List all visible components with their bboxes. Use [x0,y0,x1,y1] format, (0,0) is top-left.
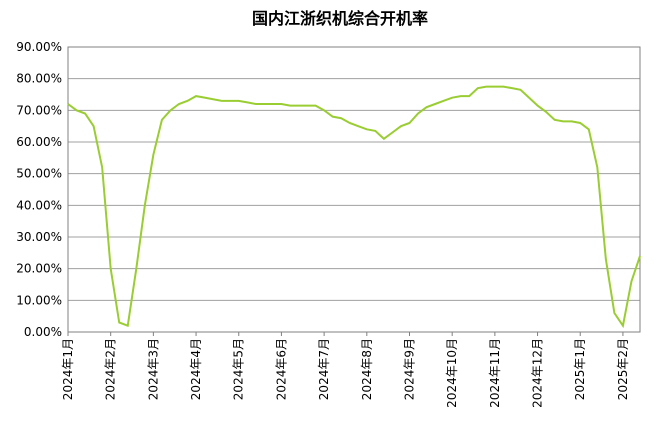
x-tick-label: 2024年4月 [189,338,203,400]
x-tick-label: 2024年9月 [402,338,416,400]
y-tick-label: 20.00% [16,262,62,276]
y-tick-label: 30.00% [16,230,62,244]
data-line [67,85,641,329]
y-tick-label: 80.00% [16,72,62,86]
x-tick-label: 2025年2月 [616,338,630,400]
x-tick-label: 2024年3月 [146,338,160,400]
x-tick-label: 2024年8月 [360,338,374,400]
y-tick-label: 50.00% [16,167,62,181]
x-tick-label: 2024年11月 [488,338,502,408]
x-tick-label: 2024年10月 [445,338,459,408]
y-tick-label: 10.00% [16,293,62,307]
y-tick-label: 0.00% [24,325,62,339]
x-tick-label: 2025年1月 [573,338,587,400]
x-tick-label: 2024年12月 [531,338,545,408]
x-tick-label: 2024年1月 [61,338,75,400]
chart-title: 国内江浙织机综合开机率 [252,9,428,28]
x-tick-label: 2024年7月 [317,338,331,400]
x-tick-label: 2024年2月 [104,338,118,400]
y-tick-label: 60.00% [16,135,62,149]
y-tick-label: 70.00% [16,103,62,117]
y-tick-label: 40.00% [16,198,62,212]
x-tick-label: 2024年5月 [232,338,246,400]
x-tick-label: 2024年6月 [274,338,288,400]
plot-frame [67,46,641,333]
y-tick-label: 90.00% [16,40,62,54]
